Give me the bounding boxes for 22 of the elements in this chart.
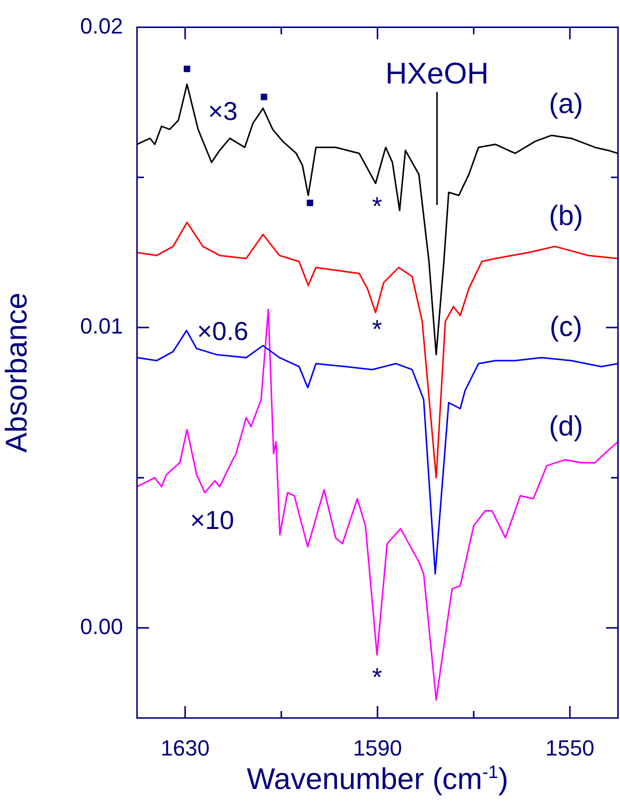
series-label: (c) bbox=[550, 310, 582, 342]
annotation: ×3 bbox=[208, 96, 238, 126]
y-tick-label: 0.02 bbox=[80, 13, 123, 38]
x-tick-label: 1630 bbox=[160, 735, 210, 760]
series-label: (b) bbox=[548, 200, 584, 232]
x-axis-title: Wavenumber (cm$^{-1}$) bbox=[246, 762, 510, 797]
annotation: ×10 bbox=[190, 505, 234, 536]
annotation: HXeOH bbox=[385, 57, 489, 90]
series-label: (a) bbox=[548, 88, 584, 120]
y-tick-label: 0.01 bbox=[80, 314, 123, 339]
annotation: * bbox=[372, 662, 382, 692]
series-label: (d) bbox=[548, 410, 584, 442]
annotation: ×0.6 bbox=[197, 316, 248, 346]
annotation: * bbox=[372, 191, 382, 222]
annotation: ▪ bbox=[259, 81, 269, 112]
annotation: ▪ bbox=[305, 187, 315, 218]
y-tick-label: 0.00 bbox=[80, 614, 123, 639]
x-tick-label: 1550 bbox=[545, 735, 594, 760]
annotation: * bbox=[372, 314, 382, 344]
x-tick-label: 1590 bbox=[353, 735, 402, 760]
annotation: ▪ bbox=[182, 53, 192, 84]
y-axis-title: Absorbance bbox=[0, 292, 34, 453]
